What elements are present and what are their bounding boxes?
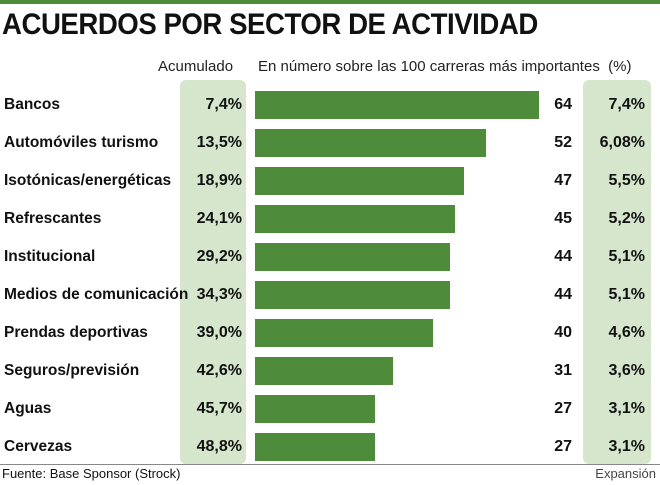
chart-row: Seguros/previsión 42,6% 31 3,6% (0, 352, 660, 390)
chart-row: Aguas 45,7% 27 3,1% (0, 390, 660, 428)
chart-row: Prendas deportivas 39,0% 40 4,6% (0, 314, 660, 352)
brand-credit: Expansión (595, 466, 656, 481)
value-label: 31 (554, 362, 572, 379)
percent-label: 4,6% (608, 324, 645, 341)
category-label: Medios de comunicación (4, 286, 189, 303)
value-label: 27 (554, 400, 572, 417)
top-rule (0, 0, 660, 4)
value-label: 64 (554, 96, 572, 113)
percent-header-text: (%) (608, 58, 632, 75)
percent-label: 5,5% (608, 172, 645, 189)
number-header: En número sobre las 100 carreras más imp… (258, 58, 632, 75)
chart-row: Isotónicas/energéticas 18,9% 47 5,5% (0, 162, 660, 200)
percent-label: 3,6% (608, 362, 645, 379)
bar (255, 243, 451, 271)
chart-title: ACUERDOS POR SECTOR DE ACTIVIDAD (2, 8, 538, 41)
value-label: 40 (554, 324, 572, 341)
chart-row: Bancos 7,4% 64 7,4% (0, 86, 660, 124)
value-label: 44 (554, 286, 572, 303)
bar (255, 395, 375, 423)
source-text: Base Sponsor (Strock) (49, 466, 181, 481)
chart-row: Automóviles turismo 13,5% 52 6,08% (0, 124, 660, 162)
value-label: 27 (554, 438, 572, 455)
category-label: Aguas (4, 400, 52, 417)
acumulado-column-bg (180, 80, 246, 464)
acumulado-label: 45,7% (196, 400, 242, 417)
chart-row: Institucional 29,2% 44 5,1% (0, 238, 660, 276)
acumulado-label: 42,6% (196, 362, 242, 379)
acumulado-label: 24,1% (196, 210, 242, 227)
percent-label: 6,08% (599, 134, 645, 151)
value-label: 44 (554, 248, 572, 265)
source-note: Fuente: Base Sponsor (Strock) (2, 466, 181, 481)
category-label: Automóviles turismo (4, 134, 159, 151)
bar (255, 433, 375, 461)
category-label: Prendas deportivas (4, 324, 148, 341)
acumulado-label: 34,3% (196, 286, 242, 303)
value-label: 47 (554, 172, 572, 189)
chart-row: Refrescantes 24,1% 45 5,2% (0, 200, 660, 238)
acumulado-header: Acumulado (158, 58, 234, 75)
value-label: 52 (554, 134, 572, 151)
number-header-text: En número sobre las 100 carreras más imp… (258, 58, 600, 75)
acumulado-label: 29,2% (196, 248, 242, 265)
category-label: Bancos (4, 96, 60, 113)
bar (255, 167, 464, 195)
category-label: Refrescantes (4, 210, 102, 227)
percent-label: 5,1% (608, 248, 645, 265)
value-label: 45 (554, 210, 572, 227)
acumulado-label: 18,9% (196, 172, 242, 189)
acumulado-label: 48,8% (196, 438, 242, 455)
percent-label: 5,1% (608, 286, 645, 303)
category-label: Seguros/previsión (4, 362, 140, 379)
percent-column-bg (583, 80, 651, 464)
category-label: Isotónicas/energéticas (4, 172, 172, 189)
percent-label: 7,4% (608, 96, 645, 113)
bar (255, 281, 451, 309)
acumulado-label: 13,5% (196, 134, 242, 151)
chart-row: Cervezas 48,8% 27 3,1% (0, 428, 660, 466)
bar (255, 319, 433, 347)
bar (255, 91, 539, 119)
percent-label: 5,2% (608, 210, 645, 227)
source-prefix: Fuente: (2, 466, 47, 481)
category-label: Cervezas (4, 438, 73, 455)
chart-row: Medios de comunicación 34,3% 44 5,1% (0, 276, 660, 314)
acumulado-label: 39,0% (196, 324, 242, 341)
bar (255, 205, 455, 233)
bar (255, 357, 393, 385)
bar (255, 129, 486, 157)
acumulado-label: 7,4% (205, 96, 242, 113)
percent-label: 3,1% (608, 438, 645, 455)
bottom-rule (0, 464, 660, 465)
category-label: Institucional (4, 248, 96, 265)
percent-label: 3,1% (608, 400, 645, 417)
